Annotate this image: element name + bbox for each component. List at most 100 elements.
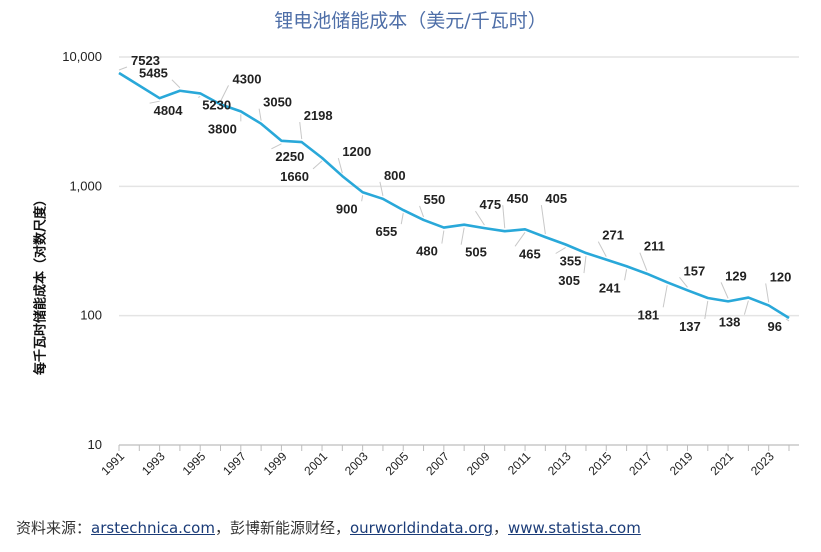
data-label: 2250 [275, 149, 304, 164]
x-tick-label: 1995 [180, 449, 209, 478]
x-tick-label: 2005 [383, 449, 412, 478]
label-leader [765, 283, 770, 303]
data-label: 480 [416, 244, 438, 259]
source-link-ourworldindata[interactable]: ourworldindata.org [350, 519, 493, 537]
label-leader [149, 100, 160, 104]
data-label: 2198 [304, 108, 333, 123]
x-tick-label: 2011 [505, 449, 533, 477]
label-leader [743, 300, 749, 315]
label-leader [258, 108, 262, 121]
label-leader [555, 247, 566, 254]
y-tick-label: 1,000 [69, 178, 102, 193]
label-leader [361, 195, 364, 202]
data-label: 129 [725, 268, 747, 283]
label-leader [720, 282, 729, 299]
y-axis-label: 每千瓦时储能成本（对数尺度） [33, 192, 49, 376]
label-leader [502, 205, 506, 229]
data-label: 4804 [154, 103, 184, 118]
x-tick-label: 2001 [301, 449, 330, 478]
gridlines [119, 56, 799, 317]
label-leader [220, 85, 229, 102]
label-leader [704, 300, 709, 320]
data-label: 550 [424, 192, 446, 207]
data-label: 1200 [342, 144, 371, 159]
x-tick-label: 1999 [261, 449, 290, 478]
label-leader [118, 66, 128, 71]
footer-separator: ， [492, 519, 508, 537]
data-label: 3050 [263, 95, 292, 110]
data-label: 138 [719, 315, 741, 330]
data-label: 465 [519, 246, 541, 261]
label-leader [312, 160, 323, 170]
x-tick-label: 2019 [667, 449, 696, 478]
label-leaders [118, 66, 790, 322]
data-label: 4300 [233, 71, 262, 86]
y-tick-label: 10,000 [62, 49, 102, 64]
x-tick-label: 1997 [220, 449, 249, 478]
x-tick-label: 2015 [586, 449, 615, 478]
label-leader [441, 230, 445, 244]
data-label: 505 [465, 245, 487, 260]
series-line-layer [118, 71, 790, 320]
label-leader [583, 255, 587, 274]
x-tick-label: 2013 [545, 449, 574, 478]
label-leader [475, 210, 485, 226]
data-label: 157 [683, 263, 705, 278]
data-label: 3800 [208, 121, 237, 136]
label-leader [337, 157, 343, 174]
data-label: 137 [679, 319, 701, 334]
label-leader [624, 269, 628, 281]
x-tick-label: 1991 [98, 449, 127, 478]
label-leader [171, 79, 181, 89]
y-tick-label: 100 [80, 308, 102, 323]
x-tick-label: 1993 [139, 449, 168, 478]
data-label: 96 [768, 319, 782, 334]
data-label: 241 [599, 280, 621, 295]
label-leader [514, 232, 526, 247]
data-label: 900 [336, 201, 358, 216]
data-label: 211 [644, 239, 665, 254]
source-link-arstechnica[interactable]: arstechnica.com [91, 519, 215, 537]
label-leader [197, 95, 201, 98]
label-leader [785, 318, 790, 322]
x-tick-label: 2003 [342, 449, 371, 478]
x-tick-label: 2009 [464, 449, 493, 478]
data-label: 475 [479, 197, 501, 212]
label-leader [639, 252, 648, 271]
label-leader [419, 205, 425, 218]
label-leader [662, 285, 668, 308]
data-label: 305 [558, 273, 580, 288]
x-tick-label: 2023 [748, 449, 777, 478]
label-leader [379, 181, 384, 196]
data-label: 355 [560, 254, 582, 269]
data-label: 800 [384, 168, 406, 183]
y-tick-label: 10 [88, 437, 102, 452]
source-link-statista[interactable]: www.statista.com [508, 519, 641, 537]
label-leader [299, 122, 303, 140]
data-label: 120 [770, 269, 792, 284]
data-label: 1660 [280, 169, 309, 184]
footer-separator: ，彭博新能源财经， [214, 519, 350, 537]
data-label: 7523 [131, 53, 160, 68]
footer-prefix: 资料来源： [16, 519, 92, 537]
data-label: 655 [376, 224, 398, 239]
label-leader [679, 277, 688, 288]
data-label: 181 [637, 307, 659, 322]
data-label: 5230 [202, 97, 231, 112]
label-leader [540, 205, 546, 235]
series-line [118, 71, 790, 320]
data-label: 450 [507, 191, 529, 206]
x-tick-label: 2007 [423, 449, 452, 478]
label-leader [597, 241, 607, 257]
data-label: 271 [602, 228, 624, 243]
label-leader [271, 143, 282, 150]
x-tick-label: 2017 [626, 449, 655, 478]
label-leader [460, 227, 465, 245]
data-label: 405 [545, 191, 567, 206]
x-tick-label: 2021 [707, 449, 736, 478]
source-footer: 资料来源：arstechnica.com，彭博新能源财经，ourworldind… [16, 517, 641, 538]
data-label: 5485 [139, 66, 168, 81]
chart-title: 锂电池储能成本（美元/千瓦时） [274, 10, 547, 32]
